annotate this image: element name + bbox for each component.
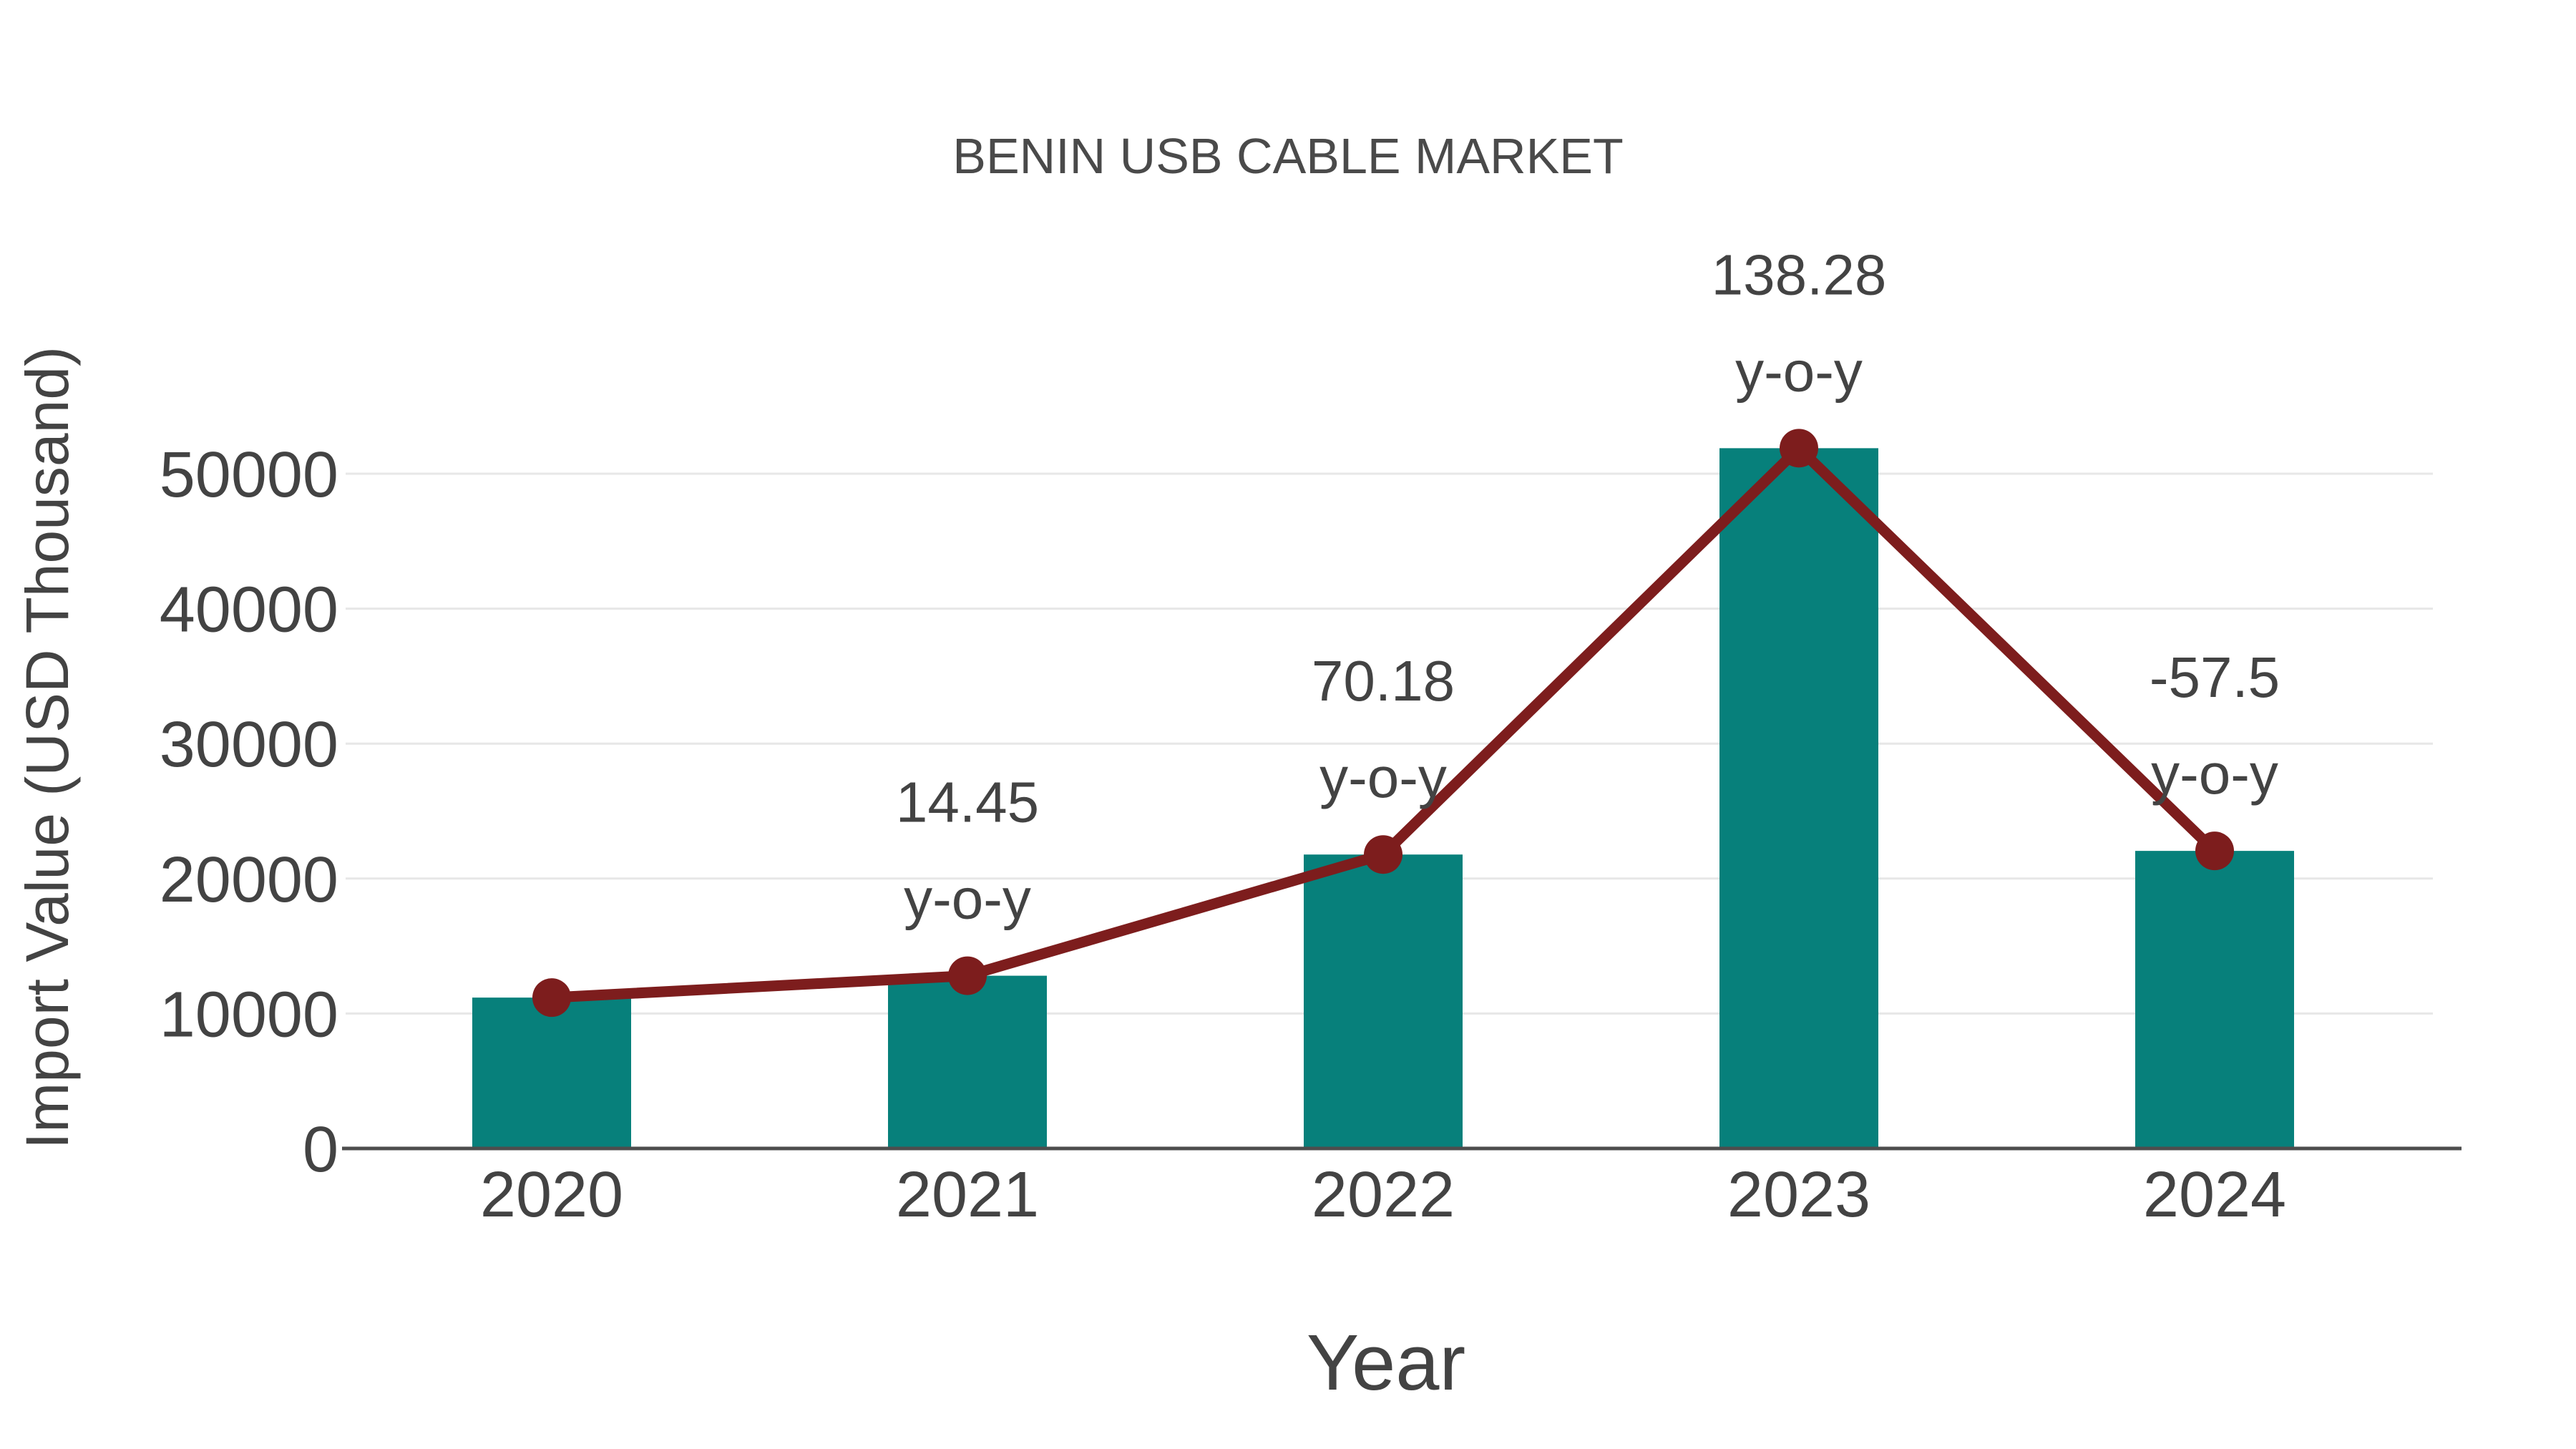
annotation-2022-suffix: y-o-y <box>1319 746 1447 809</box>
bar-2021 <box>888 975 1047 1148</box>
data-point-2021 <box>948 956 987 995</box>
y-tick-10000: 10000 <box>160 979 338 1050</box>
gridlines <box>346 472 2433 1015</box>
annotation-2021-value: 14.45 <box>896 771 1039 834</box>
trend-line-series <box>532 429 2234 1018</box>
y-axis-title: Import Value (USD Thousand) <box>14 346 81 1149</box>
annotation-2021-suffix: y-o-y <box>904 867 1031 931</box>
annotation-2024-value: -57.5 <box>2150 645 2280 709</box>
x-tick-2020: 2020 <box>480 1159 623 1231</box>
y-tick-50000: 50000 <box>160 439 338 511</box>
data-point-2022 <box>1364 835 1402 874</box>
x-tick-2021: 2021 <box>896 1159 1039 1231</box>
data-point-2020 <box>532 978 571 1018</box>
bar-2020 <box>472 997 631 1148</box>
y-tick-labels: 0 10000 20000 30000 40000 50000 <box>160 439 338 1186</box>
x-tick-2022: 2022 <box>1312 1159 1455 1231</box>
x-tick-2024: 2024 <box>2143 1159 2286 1231</box>
annotation-2023-value: 138.28 <box>1712 243 1887 306</box>
y-tick-40000: 40000 <box>160 575 338 646</box>
annotation-2022-value: 70.18 <box>1312 649 1455 713</box>
bar-2024 <box>2135 851 2294 1148</box>
data-point-2023 <box>1780 429 1818 468</box>
yoy-annotations: 14.45 y-o-y 70.18 y-o-y 138.28 y-o-y -57.5 y-o-… <box>896 243 2280 930</box>
x-axis-title: Year <box>1307 1319 1465 1407</box>
x-tick-2023: 2023 <box>1727 1159 1870 1231</box>
bar-series <box>472 448 2294 1148</box>
bar-2022 <box>1304 854 1463 1148</box>
y-tick-30000: 30000 <box>160 709 338 781</box>
annotation-2024-suffix: y-o-y <box>2151 742 2278 806</box>
annotation-2023-suffix: y-o-y <box>1735 339 1863 403</box>
y-tick-20000: 20000 <box>160 844 338 916</box>
bar-2023 <box>1719 448 1878 1148</box>
y-tick-0: 0 <box>303 1114 338 1186</box>
chart-title: BENIN USB CABLE MARKET <box>952 128 1623 184</box>
data-point-2024 <box>2195 831 2234 871</box>
x-tick-labels: 2020 2021 2022 2023 2024 <box>480 1159 2286 1231</box>
